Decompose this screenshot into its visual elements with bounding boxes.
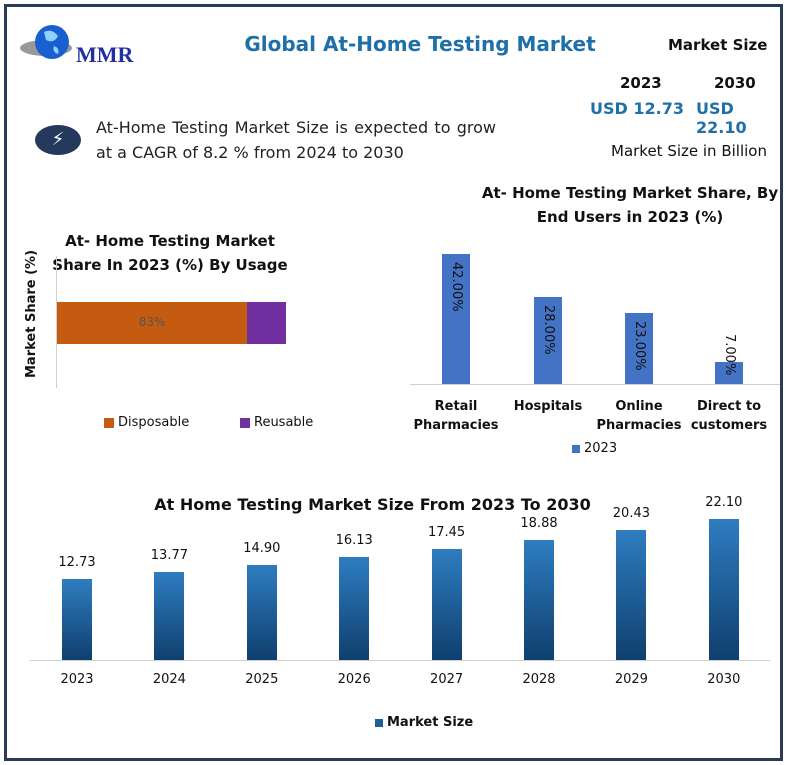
value-2023: USD 12.73 (590, 99, 684, 118)
unit-note: Market Size in Billion (611, 142, 767, 160)
market-size-year-label: 2029 (614, 672, 648, 687)
usage-bar-label: 83% (138, 315, 166, 329)
end-users-category-label: Direct to customers (690, 399, 768, 433)
market-size-bar (62, 578, 92, 660)
market-size-value-label: 16.13 (335, 533, 373, 549)
end-users-bar-label: 23.00% (632, 320, 647, 371)
year-2023-label: 2023 (620, 74, 662, 92)
end-users-category-label: Retail Pharmacies (413, 399, 499, 433)
market-size-value-label: 14.90 (243, 540, 281, 556)
end-users-bar (625, 312, 653, 384)
market-size-year-label: 2030 (707, 672, 741, 687)
market-size-value-label: 18.88 (520, 515, 558, 531)
market-size-value-label: 20.43 (612, 505, 650, 521)
legend-reusable: Reusable (240, 415, 313, 430)
usage-bar-disposable: 83% (57, 302, 248, 344)
market-size-year-label: 2024 (152, 672, 186, 687)
market-size-value-label: 22.10 (705, 495, 743, 510)
market-size-axis (30, 660, 770, 661)
usage-y-axis-label: Market Share (%) (24, 249, 39, 378)
market-size-value-label: 13.77 (150, 548, 188, 564)
market-size-year-label: 2027 (430, 672, 464, 687)
end-users-bar (715, 362, 743, 384)
market-size-label: Market Size (668, 36, 768, 54)
usage-chart-title: At- Home Testing Market Share In 2023 (%… (52, 232, 288, 274)
market-size-bar (616, 529, 647, 660)
end-users-bar (442, 253, 470, 384)
legend-market-size: Market Size (375, 715, 473, 730)
end-users-bar-label: 28.00% (541, 305, 556, 355)
market-size-year-label: 2023 (60, 672, 94, 687)
market-size-bar (524, 539, 554, 660)
end-users-bar-label: 7.00% (722, 334, 737, 376)
market-size-year-label: 2028 (522, 672, 556, 687)
lightning-bolt-icon: ⚡ (35, 125, 81, 155)
end-users-axis (410, 384, 780, 385)
usage-axis (56, 256, 57, 388)
end-users-bar-label: 42.00% (449, 261, 464, 312)
market-size-year-label: 2026 (337, 672, 371, 687)
market-size-bar (431, 548, 462, 660)
market-size-bar (708, 519, 739, 660)
market-size-value-label: 17.45 (427, 524, 466, 540)
end-users-bar (534, 297, 562, 384)
market-size-bar (246, 564, 277, 660)
legend-2023: 2023 (572, 441, 617, 456)
market-size-year-label: 2025 (245, 672, 279, 687)
end-users-chart-title: At- Home Testing Market Share, By End Us… (481, 184, 779, 226)
cagr-text: At-Home Testing Market Size is expected … (96, 118, 496, 162)
market-size-chart-title: At Home Testing Market Size From 2023 To… (154, 495, 591, 514)
end-users-category-label: Online Pharmacies (596, 399, 682, 433)
page-title: Global At-Home Testing Market (244, 32, 596, 56)
market-size-bar (154, 572, 185, 660)
infographic-frame (4, 4, 783, 761)
market-size-bar (339, 557, 370, 660)
market-size-value-label: 12.73 (58, 554, 96, 570)
globe-icon (35, 25, 69, 59)
value-2030: USD 22.10 (696, 99, 747, 137)
logo: MMR (20, 25, 135, 67)
usage-bar-reusable (247, 302, 286, 344)
legend-disposable: Disposable (104, 415, 189, 430)
logo-text: MMR (76, 42, 135, 67)
year-2030-label: 2030 (714, 74, 756, 92)
end-users-category-label: Hospitals (513, 399, 583, 414)
